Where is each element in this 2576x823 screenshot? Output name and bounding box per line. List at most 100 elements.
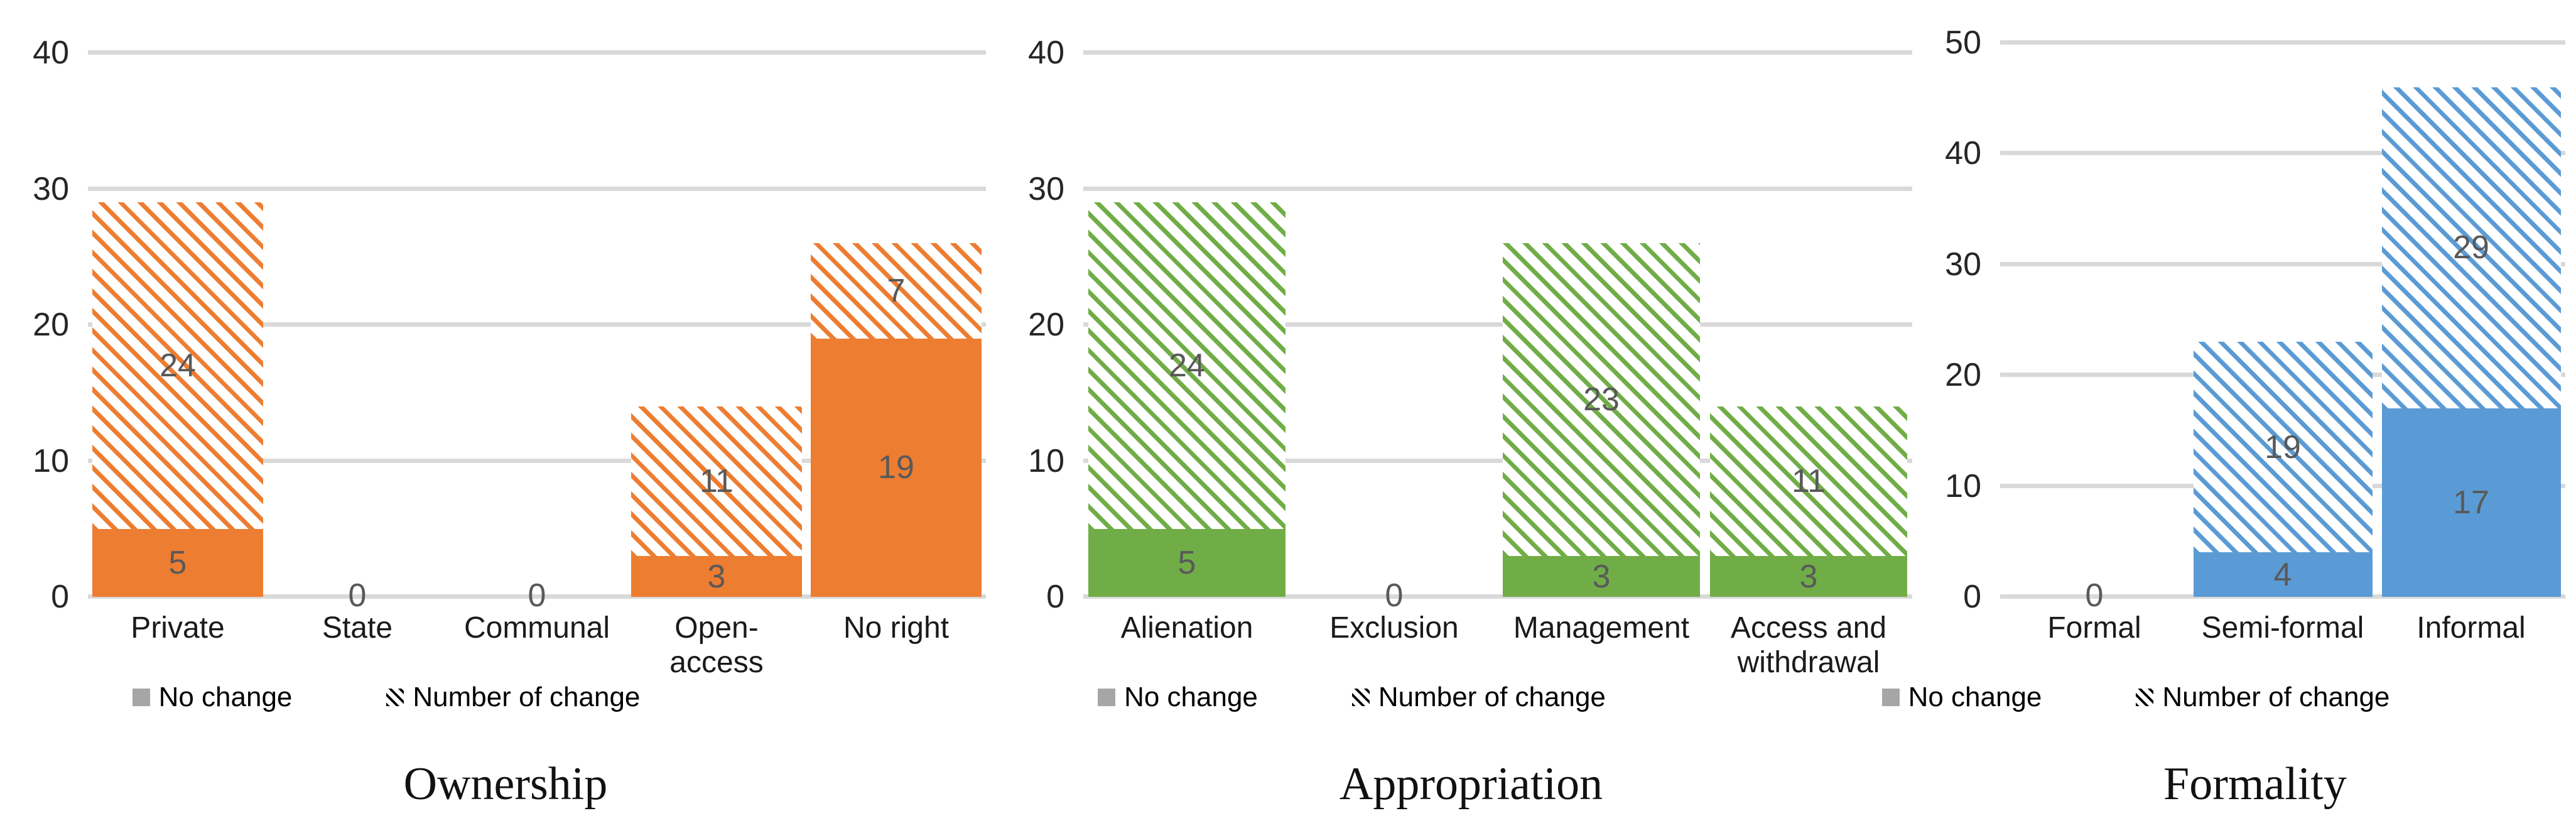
no-change-key-icon [1881, 689, 1900, 706]
category-label: Open-access [669, 611, 764, 680]
bar-segment-no-change: 4 [2193, 552, 2373, 597]
legend-label: No change [1124, 682, 1258, 712]
bar-value-label: 3 [1592, 558, 1611, 595]
category-label: Access and withdrawal [1730, 611, 1887, 680]
gridline [1083, 322, 1912, 327]
bar-segment-number-of-change: 24 [92, 202, 263, 529]
y-tick-label: 10 [33, 442, 69, 479]
category-label: Exclusion [1329, 611, 1459, 645]
y-tick-label: 10 [1945, 467, 1981, 504]
gridline [1083, 458, 1912, 463]
bar-segment-number-of-change: 24 [1088, 202, 1285, 529]
bar-segment-no-change: 3 [1710, 556, 1907, 597]
bars-row: 24 5 0 23 3 11 3 [1083, 0, 1912, 612]
plot-area: 0 10 20 30 40 24 5 0 23 3 11 3 [1028, 0, 1912, 613]
y-tick-label: 20 [33, 307, 69, 343]
legend-label: No change [1908, 682, 2042, 712]
bar-segment-no-change: 17 [2381, 408, 2561, 597]
category-label: Formal [2047, 611, 2141, 645]
legend-item-no-change: No change [1098, 684, 1258, 711]
legend-label: Number of change [1378, 682, 1606, 712]
legend: No change Number of change [895, 684, 1809, 711]
chart-title: Appropriation [1339, 758, 1603, 810]
gridline [1083, 50, 1912, 55]
y-tick-label: 30 [33, 170, 69, 207]
legend-label: No change [158, 682, 293, 712]
bar-group: 0 [1291, 0, 1498, 612]
y-tick-label: 20 [1028, 307, 1064, 343]
bar-value-label: 5 [1177, 544, 1196, 581]
gridline [88, 186, 986, 191]
bar-group: 24 5 [1083, 0, 1291, 597]
chart-ownership: 0 10 20 30 40 24 5 0 0 11 3 7 19 Private State Communal… [6, 0, 1005, 823]
bar-value-label-zero: 0 [348, 577, 367, 614]
legend-label: Number of change [2162, 682, 2390, 712]
bar-value-label: 19 [2265, 428, 2301, 466]
gridline [88, 458, 986, 463]
bar-value-label-zero: 0 [528, 577, 546, 614]
legend: No change Number of change [1815, 684, 2457, 711]
y-tick-label: 30 [1028, 170, 1064, 207]
no-change-key-icon [1098, 689, 1116, 706]
bar-value-label: 7 [887, 272, 906, 309]
y-tick-label: 40 [1945, 135, 1981, 172]
bar-group: 19 4 [2189, 0, 2377, 597]
category-label: No right [843, 611, 950, 645]
category-label: Alienation [1120, 611, 1253, 645]
bar-value-label: 4 [2273, 556, 2292, 593]
plot-area: 0 10 20 30 40 50 0 19 4 29 17 [1945, 0, 2565, 613]
legend-item-no-change: No change [1881, 682, 2042, 712]
y-tick-label: 0 [1046, 579, 1064, 615]
chart-title: Formality [2163, 758, 2347, 810]
chart-title: Ownership [403, 758, 608, 810]
bar-group: 0 [268, 0, 447, 612]
bar-value-label-zero: 0 [1385, 577, 1404, 614]
bar-group: 0 [2000, 0, 2189, 612]
gridline [2000, 40, 2565, 45]
gridline [1083, 186, 1912, 191]
legend-item-number-of-change: Number of change [1351, 682, 1606, 712]
y-tick-label: 50 [1945, 25, 1981, 61]
legend-item-no-change: No change [132, 682, 293, 712]
bar-value-label: 24 [1169, 347, 1205, 384]
bar-segment-no-change: 3 [631, 556, 802, 597]
bar-segment-number-of-change: 29 [2381, 87, 2561, 409]
bar-value-label: 19 [878, 449, 914, 486]
chart-appropriation: 0 10 20 30 40 24 5 0 23 3 11 3 Alienation Exclusion Ma… [1014, 0, 1928, 823]
bar-segment-number-of-change: 7 [811, 243, 982, 339]
bar-value-label: 11 [1792, 462, 1826, 499]
category-label: State [322, 611, 393, 645]
gridline [88, 322, 986, 327]
bar-value-label: 5 [168, 544, 187, 581]
legend-label: Number of change [413, 682, 641, 712]
bar-group: 29 17 [2377, 0, 2565, 597]
bars-row: 0 19 4 29 17 [2000, 0, 2565, 612]
bar-group: 0 [447, 0, 627, 612]
hatch-key-icon [1351, 689, 1370, 706]
bar-value-label: 24 [160, 347, 196, 384]
gridline [88, 50, 986, 55]
gridline [88, 594, 986, 599]
category-label: Semi-formal [2201, 611, 2364, 645]
bar-segment-no-change: 3 [1503, 556, 1700, 597]
bar-value-label: 3 [1799, 558, 1818, 595]
category-label: Communal [463, 611, 610, 645]
bar-group: 11 3 [627, 0, 806, 597]
category-label: Management [1513, 611, 1690, 645]
bar-segment-no-change: 19 [811, 338, 982, 597]
bar-value-label: 11 [700, 462, 733, 499]
bar-group: 11 3 [1705, 0, 1912, 597]
y-tick-label: 40 [1028, 35, 1064, 71]
legend-item-number-of-change: Number of change [2136, 684, 2389, 711]
bar-segment-no-change: 5 [1088, 528, 1285, 597]
category-label: Informal [2416, 611, 2526, 645]
no-change-key-icon [132, 689, 150, 706]
chart-formality: 0 10 20 30 40 50 0 19 4 29 17 Formal Semi-formal Info… [1881, 0, 2576, 823]
gridline [2000, 261, 2565, 266]
category-label: Private [131, 611, 225, 645]
bar-segment-no-change: 5 [92, 528, 263, 597]
gridline [1083, 594, 1912, 599]
bar-segment-number-of-change: 19 [2193, 342, 2373, 553]
category-axis: Formal Semi-formal Informal [2000, 611, 2565, 645]
